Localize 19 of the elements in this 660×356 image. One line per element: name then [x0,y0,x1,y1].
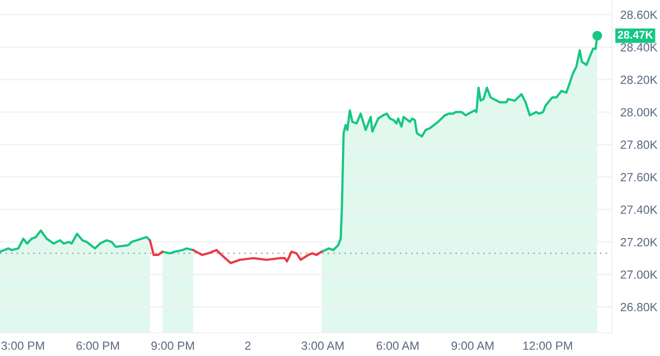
y-tick-label: 28.60K [620,10,658,20]
y-tick-label: 27.40K [620,205,658,214]
x-tick-label: 2 [245,342,250,350]
x-tick-label: 6:00 AM [376,342,418,350]
y-tick-label: 27.20K [620,238,658,246]
x-tick-label: 12:00 PM [523,342,572,350]
y-tick-label: 27.80K [620,140,658,149]
x-tick-label: 6:00 PM [76,342,119,350]
x-tick-label: 3:00 PM [1,342,44,350]
y-tick-label: 27.60K [620,173,658,182]
x-tick-label: 9:00 AM [452,342,494,350]
annotation: 28.47K [618,30,654,39]
x-tick-label: 9:00 PM [151,342,194,350]
y-tick-label: 28.20K [620,76,658,84]
y-tick-label: 28.40K [620,43,658,52]
y-tick-label: 26.80K [620,302,658,312]
x-tick-label: 3:00 AM [302,342,344,350]
y-tick-label: 28.00K [620,108,658,116]
y-tick-label: 27.00K [620,270,658,279]
